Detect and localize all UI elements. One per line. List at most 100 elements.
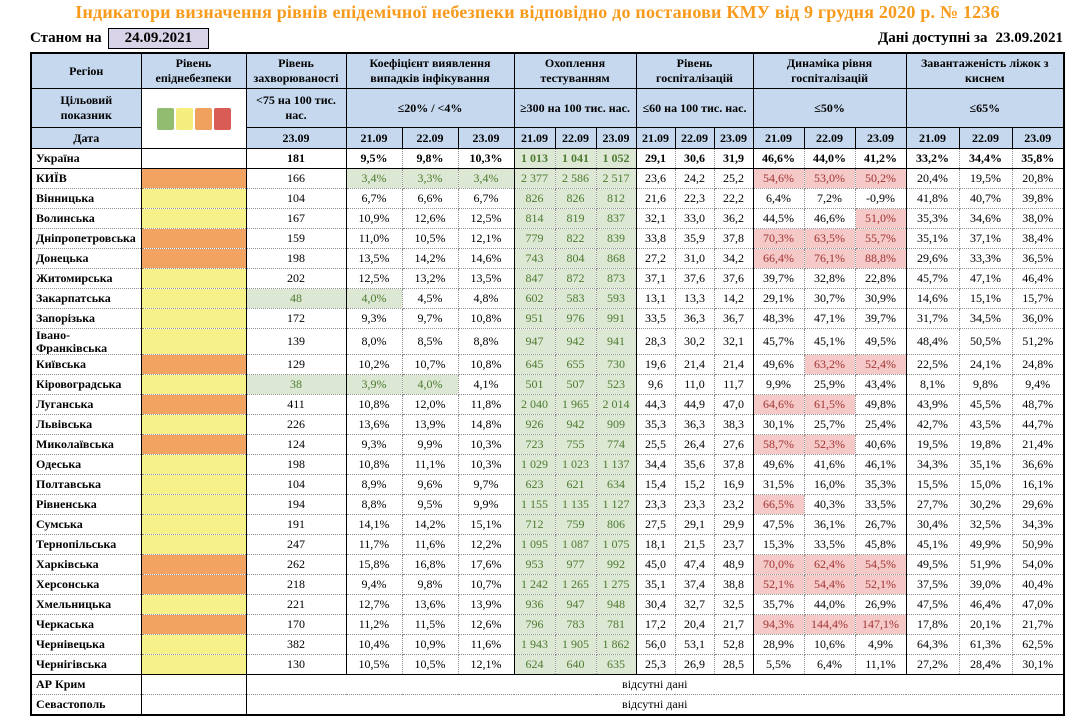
epidemic-level-cell [140,594,247,616]
value-cell: 37,8 [713,454,754,476]
table-row: Київська 129 10,2% 10,7% 10,8% 645 655 730 19,6 2… [30,354,1065,376]
value-cell: 38,8 [713,574,754,596]
value-cell: 1 041 [554,148,597,169]
value-cell: 43,4% [854,374,907,396]
value-cell: 18,1 [635,534,676,556]
value-cell: 1 265 [554,574,597,596]
value-cell: 20,4 [674,614,715,636]
region-cell: Рівненська [30,494,142,516]
value-cell: 872 [554,268,597,289]
value-cell: 942 [554,327,597,356]
value-cell: 17,8% [905,614,960,636]
value-cell: 33,8 [635,228,676,249]
value-cell: 32,1 [713,327,754,356]
value-cell: 10,8% [457,308,515,329]
value-cell: 35,1% [958,454,1013,476]
value-cell: 38,0% [1011,208,1065,229]
value-cell: 635 [595,654,637,676]
value-cell: 9,7% [457,474,515,496]
table-row: Волинська 167 10,9% 12,6% 12,5% 814 819 837 32,1… [30,208,1065,229]
value-cell: 14,2% [401,248,459,269]
value-cell: 13,9% [457,594,515,616]
value-cell: 49,5% [854,327,907,356]
target-hospitalization-dynamics: ≤50% [752,88,907,128]
value-cell: 755 [554,434,597,456]
region-cell: Чернівецька [30,634,142,656]
value-cell: 36,7 [713,308,754,329]
value-cell: 50,2% [854,168,907,189]
epidemic-level-cell [140,554,247,576]
value-cell: 33,5 [635,308,676,329]
value-cell: 2 014 [595,394,637,416]
value-cell: 743 [513,248,556,269]
value-cell: 44,3 [635,394,676,416]
value-cell: 48,9 [713,554,754,576]
legend-chip-yellow-icon [175,107,193,130]
value-cell: 10,3% [457,454,515,476]
value-cell: 13,6% [345,414,403,436]
value-cell: 34,3% [905,454,960,476]
value-cell: 52,4% [854,354,907,376]
value-cell: 13,5% [457,268,515,289]
value-cell: 1 905 [554,634,597,656]
value-cell: 14,2 [713,288,754,309]
value-cell: 23,7 [713,534,754,556]
epidemic-level-cell [140,534,247,556]
value-cell: 47,0% [1011,594,1065,616]
epidemic-level-cell [140,574,247,596]
target-morbidity: <75 на 100 тис. нас. [245,88,347,128]
value-cell: 30,6 [674,148,715,169]
value-cell: 10,9% [345,208,403,229]
value-cell: 2 517 [595,168,637,189]
value-cell: 10,8% [457,354,515,376]
epidemic-level-cell [140,634,247,656]
value-cell: 9,8% [401,574,459,596]
value-cell: 147,1% [854,614,907,636]
value-cell: 12,2% [457,534,515,556]
value-cell: 10,5% [345,654,403,676]
region-cell: Івано-Франківська [30,327,142,356]
value-cell: 3,9% [345,374,403,396]
value-cell: 15,5% [905,474,960,496]
value-cell: 35,1 [635,574,676,596]
table-body: Україна 181 9,5% 9,8% 10,3% 1 013 1 041 1 052 29… [30,148,1065,716]
date-header: 22.09 [674,127,715,149]
value-cell: 38,3 [713,414,754,436]
value-cell: 781 [595,614,637,636]
value-cell: 12,6% [401,208,459,229]
group-header-oxygen-beds: Завантаженість ліжок з киснем [905,52,1065,89]
value-cell: 11,2% [345,614,403,636]
value-cell: 40,6% [854,434,907,456]
region-header: Регіон [30,52,142,89]
value-cell: 198 [245,248,347,269]
value-cell: 951 [513,308,556,329]
value-cell: 10,5% [401,228,459,249]
value-cell: 948 [595,594,637,616]
value-cell: 181 [245,148,347,169]
value-cell: 9,7% [401,308,459,329]
value-cell: 56,0 [635,634,676,656]
value-cell: 247 [245,534,347,556]
value-cell: 4,8% [457,288,515,309]
value-cell: 44,7% [1011,414,1065,436]
data-available-label: Дані доступні за [877,29,988,46]
value-cell: 33,5% [854,494,907,516]
table-row: Донецька 198 13,5% 14,2% 14,6% 743 804 868 27,2 3… [30,248,1065,269]
value-cell: 32,7 [674,594,715,616]
value-cell: 9,5% [345,148,403,169]
epidemic-level-cell [140,268,247,289]
value-cell: 25,3 [635,654,676,676]
value-cell: 24,8% [1011,354,1065,376]
group-header-hospitalization-dynamics: Динаміка рівня госпіталізацій [752,52,907,89]
value-cell: 24,2 [674,168,715,189]
region-cell: Севастополь [30,694,142,716]
value-cell: 38 [245,374,347,396]
group-header-hospitalization-level: Рівень госпіталізацій [635,52,754,89]
value-cell: 27,7% [905,494,960,516]
value-cell: 39,7% [752,268,805,289]
value-cell: 4,1% [457,374,515,396]
epidemic-level-cell [140,188,247,209]
value-cell: 13,5% [345,248,403,269]
value-cell: 94,3% [752,614,805,636]
value-cell: 15,7% [1011,288,1065,309]
